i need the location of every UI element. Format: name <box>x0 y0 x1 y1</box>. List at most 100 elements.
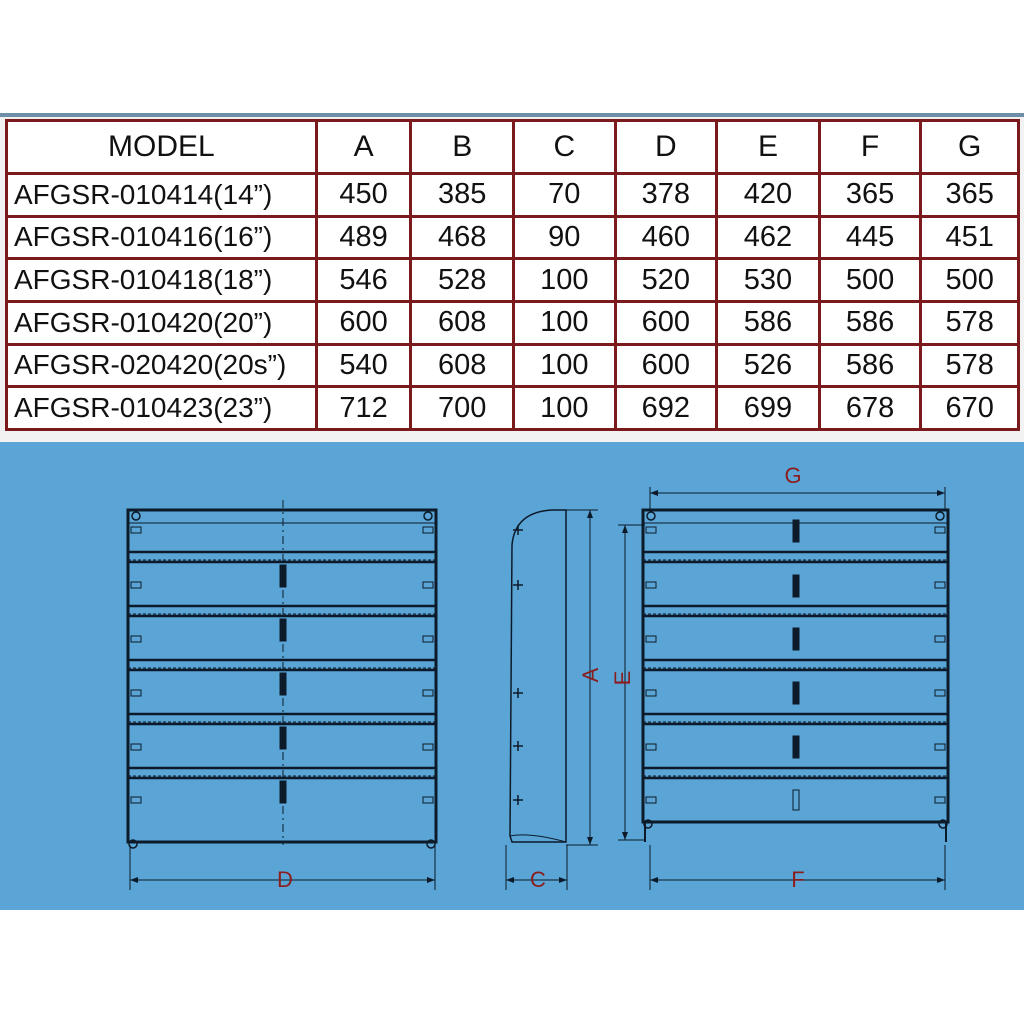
value-cell: 90 <box>511 214 617 261</box>
value-cell: 678 <box>817 385 923 431</box>
value-cell: 100 <box>511 342 617 389</box>
value-cell: 489 <box>314 214 413 261</box>
pin-right <box>422 796 434 804</box>
pin-right <box>422 743 434 751</box>
spec-table: MODEL A B C D E F G AFGSR-010414(14”) 450 385 70 37… <box>5 119 1020 431</box>
dim-label-a: A <box>578 667 603 682</box>
model-cell: AFGSR-010414(14”) <box>5 172 318 218</box>
model-cell: AFGSR-020420(20s”) <box>5 342 318 389</box>
model-cell: AFGSR-010423(23”) <box>5 385 318 431</box>
column-header-d: D <box>613 119 719 175</box>
linkage-bar <box>279 618 287 642</box>
table-row: AFGSR-010418(18”) 546 528 100 520 530 500 500 <box>5 257 1020 303</box>
linkage-bar <box>279 672 287 696</box>
table-header-row: MODEL A B C D E F G <box>5 119 1020 175</box>
pin-right <box>422 635 434 643</box>
value-cell: 100 <box>511 299 617 346</box>
column-header-c: C <box>511 119 617 175</box>
model-cell: AFGSR-010418(18”) <box>5 257 318 303</box>
linkage-bar <box>792 735 800 759</box>
value-cell: 608 <box>409 299 515 346</box>
value-cell: 420 <box>715 172 821 218</box>
value-cell: 578 <box>919 342 1020 389</box>
value-cell: 445 <box>817 214 923 261</box>
pin-right <box>934 689 946 697</box>
value-cell: 100 <box>511 385 617 431</box>
linkage-bar <box>792 519 800 543</box>
column-header-model: MODEL <box>5 119 318 175</box>
value-cell: 700 <box>409 385 515 431</box>
value-cell: 500 <box>919 257 1020 303</box>
pin-right <box>934 526 946 534</box>
rear-view <box>641 508 950 842</box>
value-cell: 365 <box>919 172 1020 218</box>
spec-table-panel: MODEL A B C D E F G AFGSR-010414(14”) 450 385 70 37… <box>0 117 1024 442</box>
mount-hole <box>935 511 945 521</box>
drawing-panel <box>0 442 1024 910</box>
value-cell: 692 <box>613 385 719 431</box>
model-cell: AFGSR-010420(20”) <box>5 299 318 346</box>
pin-left <box>645 796 657 804</box>
linkage-bar <box>792 681 800 705</box>
linkage-bar <box>792 789 800 811</box>
pin-left <box>645 635 657 643</box>
value-cell: 528 <box>409 257 515 303</box>
linkage-bar <box>279 726 287 750</box>
value-cell: 699 <box>715 385 821 431</box>
frame <box>126 508 438 844</box>
value-cell: 670 <box>919 385 1020 431</box>
value-cell: 540 <box>314 342 413 389</box>
pin-left <box>130 635 142 643</box>
value-cell: 608 <box>409 342 515 389</box>
column-header-g: G <box>919 119 1020 175</box>
value-cell: 526 <box>715 342 821 389</box>
dimension-lines <box>129 487 946 890</box>
value-cell: 468 <box>409 214 515 261</box>
value-cell: 100 <box>511 257 617 303</box>
pin-left <box>130 581 142 589</box>
pin-left <box>130 743 142 751</box>
pin-left <box>130 526 142 534</box>
mount-hole <box>131 511 141 521</box>
column-header-a: A <box>314 119 413 175</box>
dim-label-d: D <box>277 867 293 892</box>
table-row: AFGSR-010423(23”) 712 700 100 692 699 678 670 <box>5 385 1020 431</box>
pin-left <box>645 581 657 589</box>
value-cell: 462 <box>715 214 821 261</box>
table-row: AFGSR-010416(16”) 489 468 90 460 462 445 451 <box>5 214 1020 261</box>
front-view <box>126 500 438 849</box>
dim-label-c: C <box>530 867 546 892</box>
pin-right <box>422 526 434 534</box>
value-cell: 712 <box>314 385 413 431</box>
pin-left <box>130 796 142 804</box>
side-view <box>509 509 567 843</box>
side-profile <box>509 509 567 843</box>
value-cell: 520 <box>613 257 719 303</box>
value-cell: 365 <box>817 172 923 218</box>
value-cell: 70 <box>511 172 617 218</box>
linkage-bar <box>279 780 287 804</box>
linkage-bar <box>279 564 287 588</box>
value-cell: 530 <box>715 257 821 303</box>
value-cell: 586 <box>817 299 923 346</box>
value-cell: 600 <box>613 342 719 389</box>
value-cell: 600 <box>613 299 719 346</box>
mount-hole <box>426 839 436 849</box>
pin-right <box>934 743 946 751</box>
table-row: AFGSR-010414(14”) 450 385 70 378 420 365 365 <box>5 172 1020 218</box>
column-header-f: F <box>817 119 923 175</box>
mount-hole <box>646 511 656 521</box>
pin-left <box>645 689 657 697</box>
table-row: AFGSR-020420(20s”) 540 608 100 600 526 586 578 <box>5 342 1020 389</box>
model-cell: AFGSR-010416(16”) <box>5 214 318 261</box>
pin-right <box>934 796 946 804</box>
mount-hole <box>128 839 138 849</box>
column-header-b: B <box>409 119 515 175</box>
dim-label-f: F <box>791 867 804 892</box>
pin-left <box>645 743 657 751</box>
value-cell: 600 <box>314 299 413 346</box>
column-header-e: E <box>715 119 821 175</box>
frame <box>641 508 950 824</box>
value-cell: 586 <box>715 299 821 346</box>
pin-right <box>422 689 434 697</box>
